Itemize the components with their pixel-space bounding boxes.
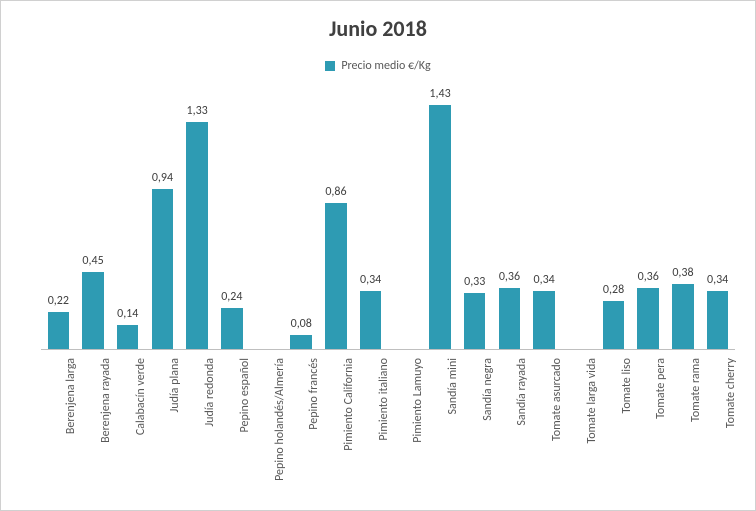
bar-value-label: 0,36 bbox=[499, 270, 520, 284]
bar: 1,33 bbox=[186, 122, 208, 349]
bar: 0,34 bbox=[707, 291, 729, 349]
x-axis-label: Calabacín verde bbox=[134, 358, 148, 508]
bar-value-label: 0,34 bbox=[360, 273, 381, 287]
x-axis-label: Pimiento California bbox=[342, 358, 356, 508]
bar: 0,38 bbox=[672, 284, 694, 349]
x-axis-label: Tomate asurcado bbox=[550, 358, 564, 508]
x-axis-label: Pimiento Lamuyo bbox=[411, 358, 425, 508]
x-axis-label: Tomate liso bbox=[620, 358, 634, 508]
x-axis-label: Judía plana bbox=[168, 358, 182, 508]
bar-group: 0,33 bbox=[464, 85, 486, 349]
bar-value-label: 0,36 bbox=[638, 270, 659, 284]
bar: 0,36 bbox=[499, 288, 521, 349]
bar-group: 0,08 bbox=[290, 85, 312, 349]
bar-group: 0,45 bbox=[82, 85, 104, 349]
x-axis-label: Judía redonda bbox=[203, 358, 217, 508]
bar-value-label: 0,34 bbox=[707, 273, 728, 287]
bar: 0,86 bbox=[325, 203, 347, 349]
bar-value-label: 0,08 bbox=[291, 317, 312, 331]
bar-value-label: 0,28 bbox=[603, 283, 624, 297]
bar: 0,94 bbox=[152, 189, 174, 349]
chart-title: Junio 2018 bbox=[1, 15, 755, 42]
bar-group bbox=[568, 85, 590, 349]
bar-value-label: 0,94 bbox=[152, 171, 173, 185]
bar: 1,43 bbox=[429, 105, 451, 349]
bar-value-label: 0,24 bbox=[221, 290, 242, 304]
bar: 0,28 bbox=[603, 301, 625, 349]
bar-group: 1,43 bbox=[429, 85, 451, 349]
bar-value-label: 0,34 bbox=[534, 273, 555, 287]
bar: 0,45 bbox=[82, 272, 104, 349]
bar-group: 0,28 bbox=[603, 85, 625, 349]
bar-group bbox=[256, 85, 278, 349]
x-axis-label: Pimiento italiano bbox=[377, 358, 391, 508]
bar-group: 0,94 bbox=[152, 85, 174, 349]
plot-area: 0,22 0,45 0,14 0,94 1,33 0,24 0,08 0,86 0,34 1,43… bbox=[41, 85, 735, 350]
bar-group: 0,86 bbox=[325, 85, 347, 349]
bar-value-label: 0,38 bbox=[672, 266, 693, 280]
bar-group: 0,36 bbox=[637, 85, 659, 349]
legend: Precio medio €/Kg bbox=[1, 57, 755, 76]
bar-group: 0,34 bbox=[360, 85, 382, 349]
x-axis-label: Tomate cherry bbox=[724, 358, 738, 508]
x-axis-label: Tomate pera bbox=[654, 358, 668, 508]
x-axis-labels: Berenjena larga Berenjena rayada Calabacín… bbox=[41, 352, 735, 511]
legend-label: Precio medio €/Kg bbox=[341, 59, 430, 73]
legend-item: Precio medio €/Kg bbox=[325, 59, 430, 73]
legend-swatch bbox=[325, 61, 335, 71]
bar: 0,24 bbox=[221, 308, 243, 349]
bar-value-label: 0,22 bbox=[48, 294, 69, 308]
x-axis-label: Sandía rayada bbox=[515, 358, 529, 508]
bar-group: 0,38 bbox=[672, 85, 694, 349]
x-axis-label: Tomate rama bbox=[689, 358, 703, 508]
chart-container: Junio 2018 Precio medio €/Kg 0,22 0,45 0,1… bbox=[0, 0, 756, 511]
bar: 0,36 bbox=[637, 288, 659, 349]
bar-group: 1,33 bbox=[186, 85, 208, 349]
bar-group: 0,24 bbox=[221, 85, 243, 349]
bar-group: 0,36 bbox=[499, 85, 521, 349]
x-axis-label: Tomate larga vida bbox=[585, 358, 599, 508]
bar-value-label: 1,43 bbox=[429, 87, 450, 101]
bar-group bbox=[395, 85, 417, 349]
bar-group: 0,34 bbox=[707, 85, 729, 349]
bar: 0,22 bbox=[48, 312, 70, 349]
bar-value-label: 1,33 bbox=[187, 104, 208, 118]
bar: 0,34 bbox=[360, 291, 382, 349]
bar-value-label: 0,86 bbox=[325, 185, 346, 199]
bar-group: 0,34 bbox=[533, 85, 555, 349]
bar: 0,08 bbox=[290, 335, 312, 349]
x-axis-label: Sandía mini bbox=[446, 358, 460, 508]
bar: 0,33 bbox=[464, 293, 486, 349]
bar-value-label: 0,45 bbox=[82, 254, 103, 268]
bar-value-label: 0,33 bbox=[464, 275, 485, 289]
x-axis-label: Pepino holandés/Almería bbox=[273, 358, 287, 508]
bar-value-label: 0,14 bbox=[117, 307, 138, 321]
x-axis-label: Berenjena rayada bbox=[99, 358, 113, 508]
x-axis-label: Berenjena larga bbox=[64, 358, 78, 508]
bar-group: 0,14 bbox=[117, 85, 139, 349]
x-axis-label: Pepino español bbox=[238, 358, 252, 508]
bar: 0,34 bbox=[533, 291, 555, 349]
bar-group: 0,22 bbox=[48, 85, 70, 349]
x-axis-label: Pepino francés bbox=[307, 358, 321, 508]
x-axis-label: Sandía negra bbox=[481, 358, 495, 508]
bar: 0,14 bbox=[117, 325, 139, 349]
